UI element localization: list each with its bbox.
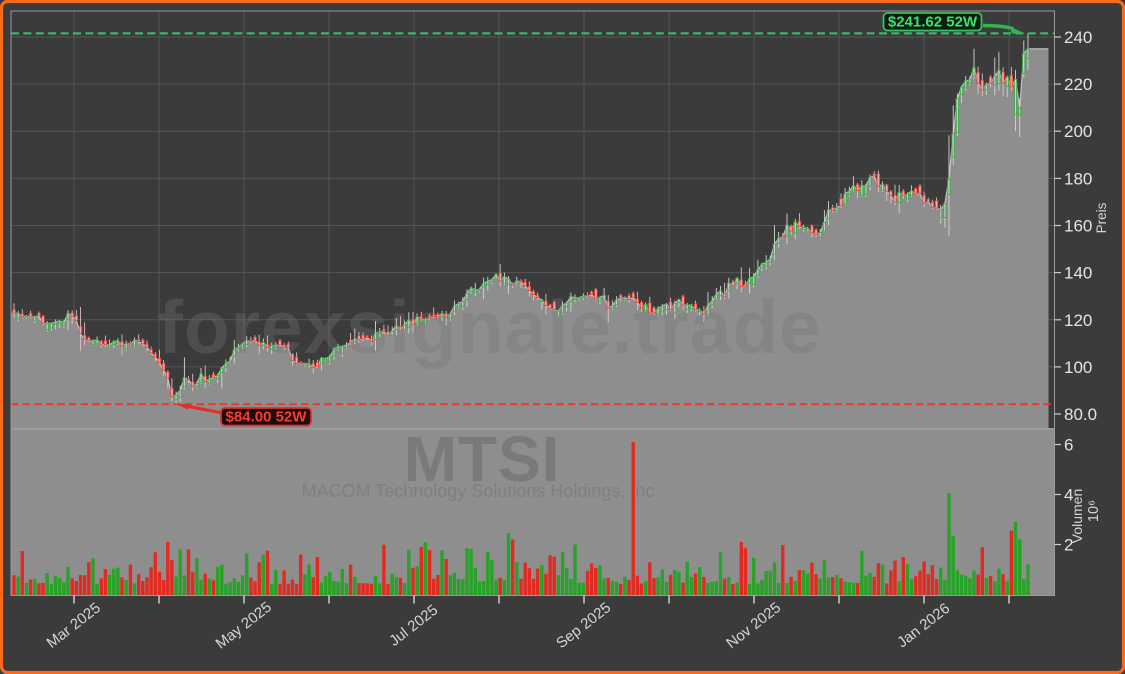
svg-text:forexsignale.trade: forexsignale.trade bbox=[158, 285, 822, 369]
svg-text:Preis: Preis bbox=[1094, 202, 1109, 233]
svg-text:180: 180 bbox=[1064, 169, 1092, 188]
svg-text:200: 200 bbox=[1064, 122, 1092, 141]
svg-text:10⁶: 10⁶ bbox=[1086, 500, 1102, 522]
svg-text:4: 4 bbox=[1064, 486, 1073, 505]
svg-text:160: 160 bbox=[1064, 217, 1092, 236]
svg-text:6: 6 bbox=[1064, 436, 1073, 455]
svg-text:2: 2 bbox=[1064, 536, 1073, 555]
svg-text:240: 240 bbox=[1064, 28, 1092, 47]
svg-text:100: 100 bbox=[1064, 358, 1092, 377]
svg-text:MACOM Technology Solutions Hol: MACOM Technology Solutions Holdings, Inc bbox=[302, 481, 655, 501]
svg-text:80.0: 80.0 bbox=[1064, 405, 1097, 424]
svg-text:120: 120 bbox=[1064, 311, 1092, 330]
svg-text:Volumen: Volumen bbox=[1069, 489, 1085, 543]
svg-text:140: 140 bbox=[1064, 264, 1092, 283]
svg-text:220: 220 bbox=[1064, 75, 1092, 94]
svg-text:$84.00 52W: $84.00 52W bbox=[226, 409, 308, 426]
svg-text:MTSI: MTSI bbox=[404, 423, 561, 495]
svg-text:$241.62 52W: $241.62 52W bbox=[888, 14, 978, 31]
